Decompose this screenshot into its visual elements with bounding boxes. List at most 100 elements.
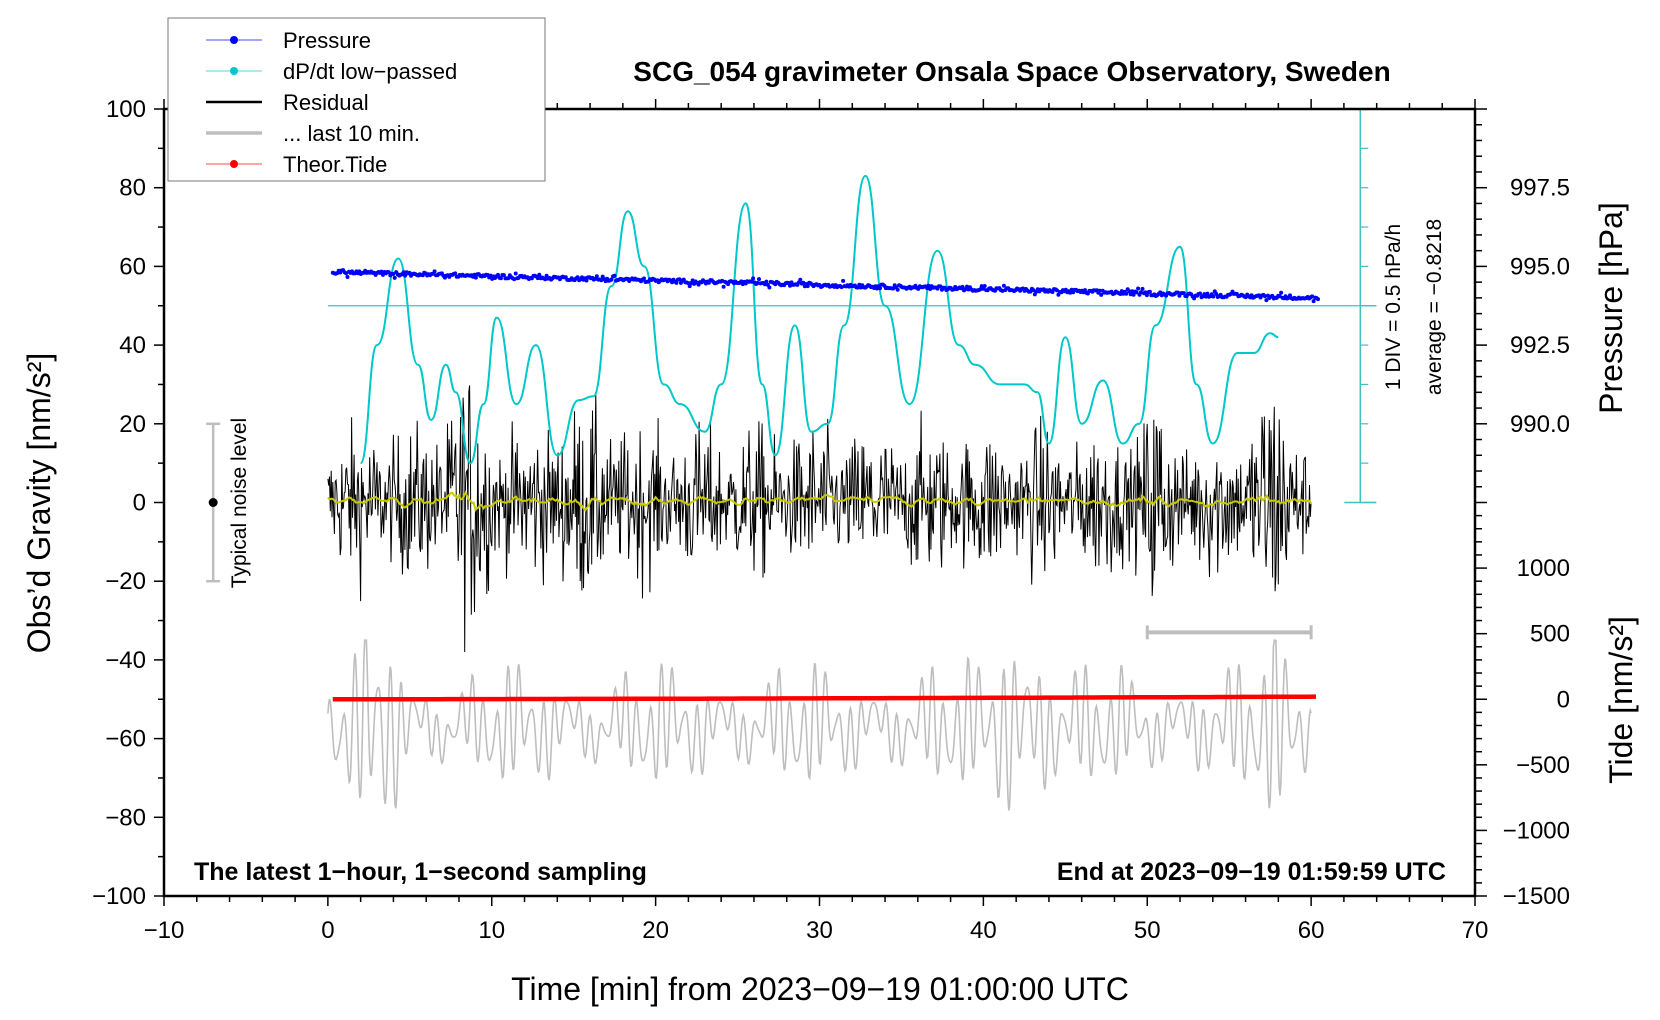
residual-line [327, 385, 1312, 653]
legend: Pressure dP/dt low−passed Residual ... last… [167, 17, 546, 182]
pressure-point [498, 276, 503, 281]
tide-axis-title: Tide [nm/s²] [1603, 616, 1639, 784]
y-tick-label: −100 [92, 883, 146, 910]
pressure-point [1097, 288, 1102, 293]
pressure-point [401, 270, 406, 275]
pressure-point [1131, 292, 1136, 297]
pressure-point [1311, 299, 1316, 304]
pressure-tick-label: 992.5 [1510, 332, 1570, 359]
legend-entry: Theor.Tide [206, 152, 387, 177]
pressure-point [1205, 291, 1210, 296]
x-tick-label: −10 [144, 917, 185, 944]
tide-tick-label: −1500 [1503, 883, 1570, 910]
pressure-point [642, 276, 646, 281]
pressure-point [392, 275, 397, 280]
x-tick-label: 20 [642, 917, 669, 944]
x-tick-label: 50 [1134, 917, 1161, 944]
pressure-point [788, 283, 792, 288]
residual-smoothed-line [327, 490, 1312, 513]
pressure-point [798, 277, 803, 282]
y-tick-label: 40 [119, 332, 146, 359]
pressure-point [764, 279, 769, 284]
legend-entry: dP/dt low−passed [206, 59, 457, 84]
pressure-point [501, 273, 506, 278]
pressure-point [535, 276, 540, 281]
pressure-point [1134, 290, 1139, 295]
pressure-point [751, 276, 756, 281]
annotation-end-time: End at 2023−09−19 01:59:59 UTC [1057, 858, 1446, 886]
x-tick-label: 10 [478, 917, 505, 944]
pressure-point [841, 278, 846, 283]
pressure-point [891, 286, 896, 291]
pressure-tick-label: 990.0 [1510, 411, 1570, 438]
pressure-point [895, 287, 900, 292]
pressure-point [584, 278, 589, 283]
y-tick-label: −60 [105, 726, 146, 753]
pressure-point [391, 272, 396, 276]
pressure-point [1203, 294, 1208, 299]
pressure-points [330, 268, 1320, 304]
tide-tick-label: 1000 [1517, 555, 1570, 582]
legend-swatch-dot [230, 36, 238, 44]
pressure-point [1279, 290, 1284, 295]
pressure-point [721, 284, 726, 289]
x-tick-label: 30 [806, 917, 833, 944]
pressure-point [757, 277, 761, 282]
plot-frame [162, 107, 1477, 898]
x-tick-label: 40 [970, 917, 997, 944]
pressure-point [512, 277, 517, 282]
pressure-point [1001, 283, 1006, 288]
pressure-point [1277, 294, 1282, 299]
pressure-point [345, 275, 350, 279]
pressure-point [1198, 291, 1202, 296]
pressure-point [1127, 289, 1132, 294]
noise-level-label: Typical noise level [228, 418, 251, 588]
y-tick-label: 80 [119, 175, 146, 202]
legend-box [167, 17, 546, 182]
pressure-point [1214, 291, 1219, 296]
dpdt-line [359, 174, 1279, 465]
pressure-axis-title: Pressure [hPa] [1593, 202, 1629, 414]
pressure-point [453, 271, 458, 276]
tide-tick-label: 0 [1557, 686, 1570, 713]
pressure-point [805, 284, 810, 289]
x-tick-label: 70 [1462, 917, 1489, 944]
y-tick-label: 60 [119, 253, 146, 280]
pressure-point [686, 281, 691, 286]
tide-tick-label: −1000 [1503, 817, 1570, 844]
theor-tide-line [332, 694, 1317, 702]
pressure-point [926, 283, 931, 288]
pressure-point [1316, 297, 1320, 302]
pressure-point [609, 277, 614, 282]
y-tick-label: 20 [119, 411, 146, 438]
pressure-point [506, 276, 511, 281]
pressure-tick-label: 995.0 [1510, 253, 1570, 280]
pressure-point [612, 273, 617, 278]
legend-entry: Pressure [206, 28, 371, 53]
pressure-point [960, 284, 965, 289]
pressure-point [386, 270, 391, 275]
pressure-point [878, 286, 882, 291]
axis-ticks: −10 0 10 20 30 40 50 60 70100806040200−20−40−60−… [92, 96, 1570, 944]
pressure-point [488, 273, 493, 278]
pressure-point [1068, 290, 1073, 295]
y-tick-label: 0 [133, 490, 146, 517]
dpdt-average-label: average = −0.8218 [1423, 219, 1446, 395]
y-tick-label: −20 [105, 568, 146, 595]
pressure-point [1310, 294, 1315, 299]
noise-level-dot [208, 498, 218, 507]
pressure-point [767, 285, 772, 290]
y-axis-title: Obs’d Gravity [nm/s²] [21, 353, 57, 654]
pressure-point [1140, 286, 1145, 291]
legend-label: Residual [283, 90, 369, 115]
x-axis-title: Time [min] from 2023−09−19 01:00:00 UTC [511, 971, 1129, 1007]
legend-label: Pressure [283, 28, 371, 53]
pressure-point [982, 284, 987, 288]
pressure-point [674, 280, 679, 285]
y-tick-label: −40 [105, 647, 146, 674]
pressure-point [1147, 289, 1152, 294]
pressure-point [1262, 294, 1267, 299]
legend-entry: ... last 10 min. [206, 121, 420, 146]
pressure-point [513, 271, 518, 276]
pressure-point [1099, 292, 1104, 297]
